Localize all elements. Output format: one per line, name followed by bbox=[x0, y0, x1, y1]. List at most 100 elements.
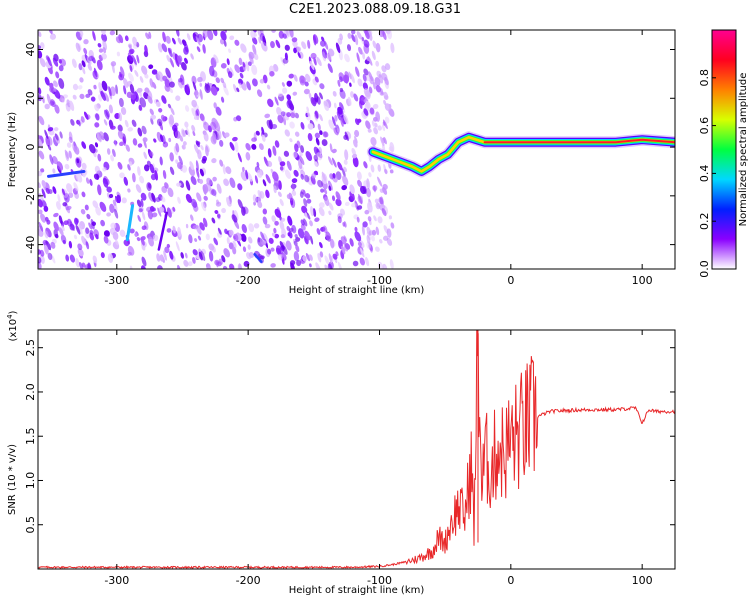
spectrogram-frame bbox=[37, 29, 676, 270]
noise-blob bbox=[50, 99, 56, 108]
noise-blob bbox=[108, 86, 112, 97]
noise-blob bbox=[309, 65, 316, 75]
signal-streak bbox=[125, 204, 135, 242]
noise-blob bbox=[382, 119, 388, 130]
noise-blob bbox=[141, 211, 146, 221]
noise-blob bbox=[183, 259, 189, 267]
noise-blob bbox=[294, 143, 299, 153]
noise-blob bbox=[134, 233, 138, 237]
noise-blob bbox=[175, 159, 179, 164]
noise-blob bbox=[171, 37, 176, 45]
noise-blob bbox=[281, 87, 288, 94]
noise-blob bbox=[304, 174, 310, 183]
noise-blob bbox=[237, 199, 243, 209]
noise-blob bbox=[256, 89, 263, 98]
noise-blob bbox=[274, 96, 279, 106]
noise-blob bbox=[367, 128, 372, 133]
noise-blob bbox=[197, 149, 202, 160]
signal-streak bbox=[253, 253, 263, 263]
noise-blob bbox=[54, 104, 60, 114]
noise-blob bbox=[199, 113, 205, 122]
noise-blob bbox=[123, 239, 130, 247]
noise-blob bbox=[383, 99, 387, 106]
noise-blob bbox=[84, 204, 89, 211]
noise-blob bbox=[195, 140, 200, 148]
noise-blob bbox=[314, 92, 319, 103]
noise-blob bbox=[202, 30, 208, 38]
noise-blob bbox=[319, 92, 323, 100]
noise-blob bbox=[339, 102, 344, 111]
noise-blob bbox=[390, 222, 395, 229]
noise-blob bbox=[65, 254, 70, 262]
noise-blob bbox=[368, 172, 372, 178]
noise-blob bbox=[333, 102, 337, 109]
noise-blob bbox=[168, 116, 174, 128]
noise-blob bbox=[157, 207, 162, 217]
noise-blob bbox=[364, 209, 370, 215]
noise-blob bbox=[92, 255, 98, 264]
noise-blob bbox=[247, 61, 252, 67]
noise-blob bbox=[336, 111, 341, 121]
noise-blob bbox=[110, 222, 117, 229]
noise-blob bbox=[291, 190, 297, 196]
noise-blob bbox=[271, 215, 276, 223]
noise-blob bbox=[116, 194, 121, 204]
noise-blob bbox=[151, 192, 156, 203]
noise-blob bbox=[209, 65, 215, 77]
y-tick-label: 20 bbox=[24, 91, 37, 105]
noise-blob bbox=[143, 151, 147, 160]
noise-blob bbox=[356, 216, 360, 223]
noise-blob bbox=[284, 129, 290, 137]
noise-blob bbox=[296, 46, 302, 52]
noise-blob bbox=[225, 166, 232, 175]
noise-blob bbox=[87, 262, 92, 269]
noise-blob bbox=[200, 250, 206, 262]
noise-blob bbox=[213, 237, 219, 246]
noise-blob bbox=[277, 114, 284, 124]
noise-blob bbox=[343, 74, 350, 84]
noise-blob bbox=[389, 169, 394, 174]
noise-blob bbox=[319, 83, 325, 90]
noise-blob bbox=[240, 43, 247, 53]
noise-blob bbox=[205, 145, 209, 157]
noise-blob bbox=[175, 95, 181, 101]
noise-blob bbox=[286, 100, 293, 109]
noise-blob bbox=[228, 229, 234, 236]
noise-blob bbox=[267, 148, 272, 158]
noise-blob bbox=[44, 129, 49, 139]
noise-blob bbox=[286, 80, 293, 87]
noise-blob bbox=[123, 77, 129, 88]
noise-blob bbox=[321, 51, 327, 62]
noise-blob bbox=[38, 182, 41, 189]
spectrogram-image bbox=[38, 30, 675, 269]
noise-blob bbox=[223, 248, 230, 258]
noise-blob bbox=[293, 251, 300, 262]
noise-blob bbox=[107, 253, 114, 263]
noise-blob bbox=[213, 102, 217, 109]
x-tick-label: -200 bbox=[236, 574, 261, 587]
noise-blob bbox=[210, 135, 217, 145]
noise-blob bbox=[356, 31, 362, 40]
noise-blob bbox=[177, 226, 182, 238]
noise-blob bbox=[366, 178, 370, 190]
noise-blob bbox=[177, 80, 183, 89]
noise-blob bbox=[77, 85, 83, 90]
noise-blob bbox=[132, 36, 138, 46]
noise-blob bbox=[386, 228, 392, 238]
x-axis-label: Height of straight line (km) bbox=[289, 585, 425, 596]
noise-blob bbox=[367, 201, 373, 213]
noise-blob bbox=[82, 66, 86, 75]
noise-blob bbox=[236, 115, 242, 122]
noise-blob bbox=[38, 256, 42, 264]
noise-blob bbox=[190, 214, 194, 221]
noise-blob bbox=[349, 184, 355, 194]
noise-blob bbox=[254, 175, 259, 184]
noise-blob bbox=[306, 212, 311, 220]
noise-blob bbox=[310, 235, 314, 245]
noise-blob bbox=[381, 208, 387, 217]
noise-blob bbox=[89, 178, 93, 186]
noise-blob bbox=[49, 86, 55, 93]
noise-blob bbox=[265, 174, 271, 184]
noise-blob bbox=[141, 65, 148, 75]
noise-blob bbox=[46, 136, 53, 146]
